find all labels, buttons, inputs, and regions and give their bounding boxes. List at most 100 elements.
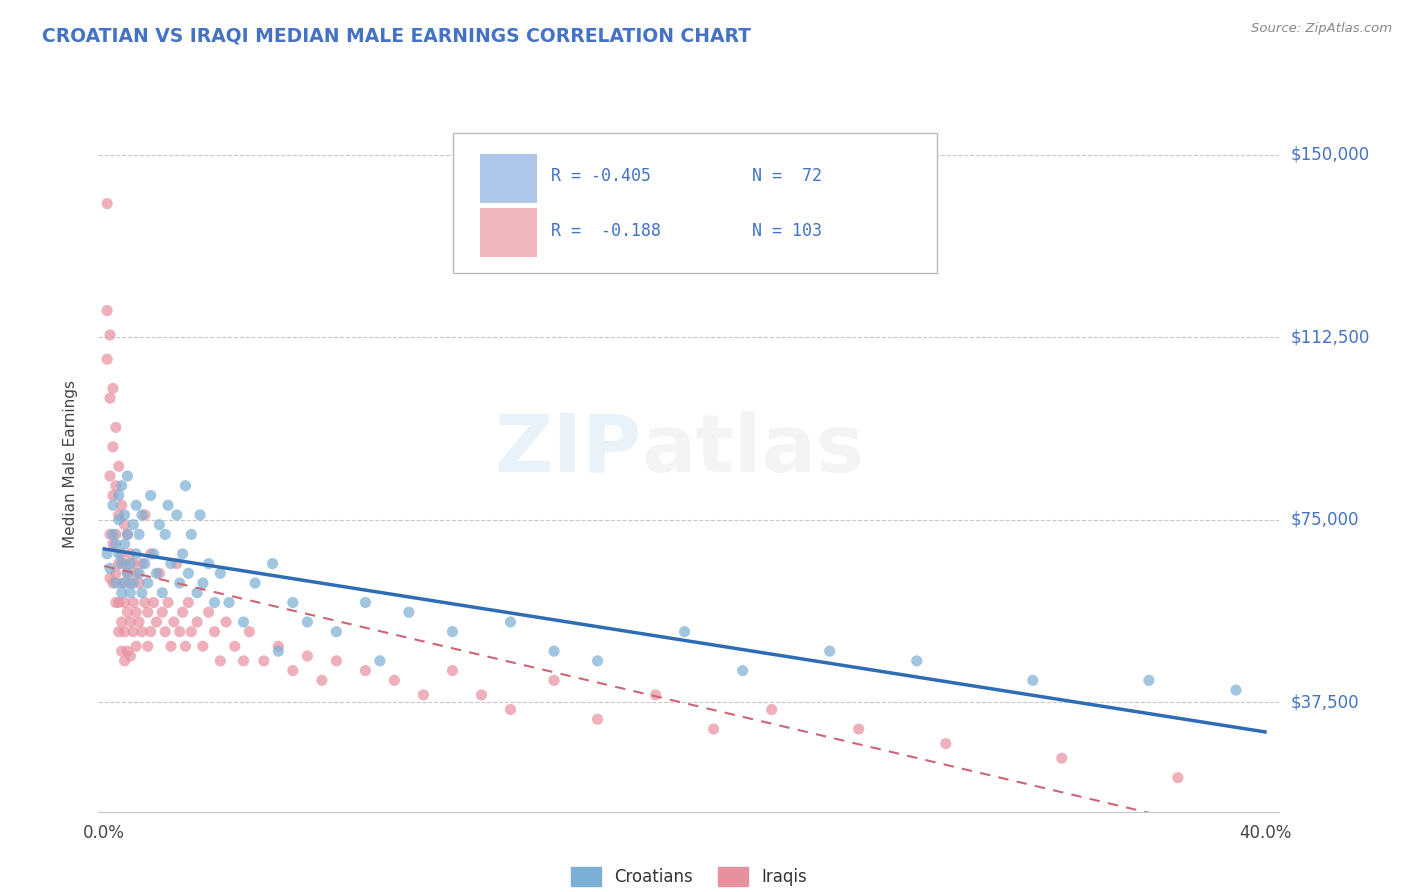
Point	[128, 615, 150, 629]
Point	[117, 644, 139, 658]
Point	[101, 537, 124, 551]
Point	[224, 640, 246, 654]
Point	[1050, 751, 1073, 765]
Point	[174, 479, 197, 493]
Point	[125, 640, 148, 654]
Point	[281, 664, 304, 678]
Point	[107, 513, 129, 527]
Point	[104, 527, 127, 541]
Point	[384, 673, 406, 688]
Point	[186, 615, 208, 629]
Point	[104, 595, 127, 609]
Point	[96, 352, 118, 367]
Point	[101, 576, 124, 591]
Point	[122, 557, 145, 571]
Point	[731, 664, 754, 678]
Point	[104, 576, 127, 591]
Point	[139, 488, 162, 502]
Point	[191, 640, 214, 654]
Point	[107, 488, 129, 502]
Point	[136, 605, 159, 619]
Point	[935, 737, 957, 751]
Point	[186, 586, 208, 600]
Point	[325, 624, 347, 639]
Point	[114, 624, 136, 639]
FancyBboxPatch shape	[453, 133, 936, 273]
Point	[499, 702, 522, 716]
Point	[131, 557, 153, 571]
Point	[368, 654, 391, 668]
Point	[818, 644, 841, 658]
Point	[117, 527, 139, 541]
Point	[209, 654, 232, 668]
Point	[148, 517, 170, 532]
Point	[98, 391, 121, 405]
Point	[232, 654, 254, 668]
Text: Source: ZipAtlas.com: Source: ZipAtlas.com	[1251, 22, 1392, 36]
Point	[117, 527, 139, 541]
Point	[297, 648, 319, 663]
Point	[107, 459, 129, 474]
Point	[905, 654, 928, 668]
Text: CROATIAN VS IRAQI MEDIAN MALE EARNINGS CORRELATION CHART: CROATIAN VS IRAQI MEDIAN MALE EARNINGS C…	[42, 27, 751, 45]
Point	[281, 595, 304, 609]
Point	[101, 488, 124, 502]
Legend: Croatians, Iraqis: Croatians, Iraqis	[564, 861, 814, 892]
Point	[145, 566, 167, 581]
Text: R =  -0.188: R = -0.188	[551, 222, 661, 240]
Point	[441, 664, 464, 678]
Text: N =  72: N = 72	[752, 168, 821, 186]
Point	[153, 527, 176, 541]
Point	[673, 624, 696, 639]
Point	[120, 648, 142, 663]
Point	[107, 508, 129, 522]
Point	[104, 479, 127, 493]
Point	[139, 547, 162, 561]
Point	[134, 557, 156, 571]
Point	[499, 615, 522, 629]
Point	[174, 640, 197, 654]
Point	[1167, 771, 1189, 785]
Point	[157, 595, 180, 609]
Point	[543, 673, 565, 688]
Point	[111, 644, 134, 658]
Point	[148, 566, 170, 581]
Point	[104, 566, 127, 581]
Point	[120, 576, 142, 591]
Point	[128, 527, 150, 541]
Point	[111, 576, 134, 591]
Point	[142, 595, 165, 609]
Point	[172, 605, 194, 619]
Point	[101, 381, 124, 395]
Point	[98, 527, 121, 541]
Text: ZIP: ZIP	[495, 411, 641, 489]
Point	[117, 566, 139, 581]
Point	[172, 547, 194, 561]
Text: atlas: atlas	[641, 411, 865, 489]
Point	[163, 615, 186, 629]
Point	[204, 595, 226, 609]
Point	[145, 615, 167, 629]
Point	[98, 469, 121, 483]
Point	[848, 722, 870, 736]
Point	[120, 557, 142, 571]
Point	[1399, 805, 1406, 819]
Point	[117, 566, 139, 581]
Point	[204, 624, 226, 639]
Point	[120, 586, 142, 600]
Text: R = -0.405: R = -0.405	[551, 168, 651, 186]
Point	[267, 644, 290, 658]
Point	[142, 547, 165, 561]
Point	[543, 644, 565, 658]
Point	[101, 527, 124, 541]
Point	[354, 595, 377, 609]
Point	[131, 624, 153, 639]
Point	[153, 624, 176, 639]
Point	[703, 722, 725, 736]
Point	[253, 654, 276, 668]
Point	[197, 557, 219, 571]
Point	[111, 557, 134, 571]
Point	[1282, 785, 1305, 799]
Point	[197, 605, 219, 619]
Point	[136, 640, 159, 654]
